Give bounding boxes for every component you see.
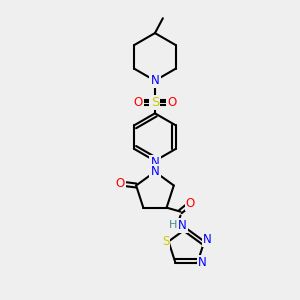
Text: N: N [151,74,159,87]
Text: H: H [169,220,178,230]
Text: S: S [162,235,169,248]
Text: O: O [134,96,143,109]
Text: N: N [198,256,207,269]
Text: N: N [151,156,159,170]
Text: O: O [186,197,195,210]
Text: O: O [116,177,125,190]
Text: S: S [151,96,159,109]
Text: N: N [203,233,212,246]
Text: N: N [178,219,187,232]
Text: O: O [167,96,176,109]
Text: N: N [151,165,159,178]
